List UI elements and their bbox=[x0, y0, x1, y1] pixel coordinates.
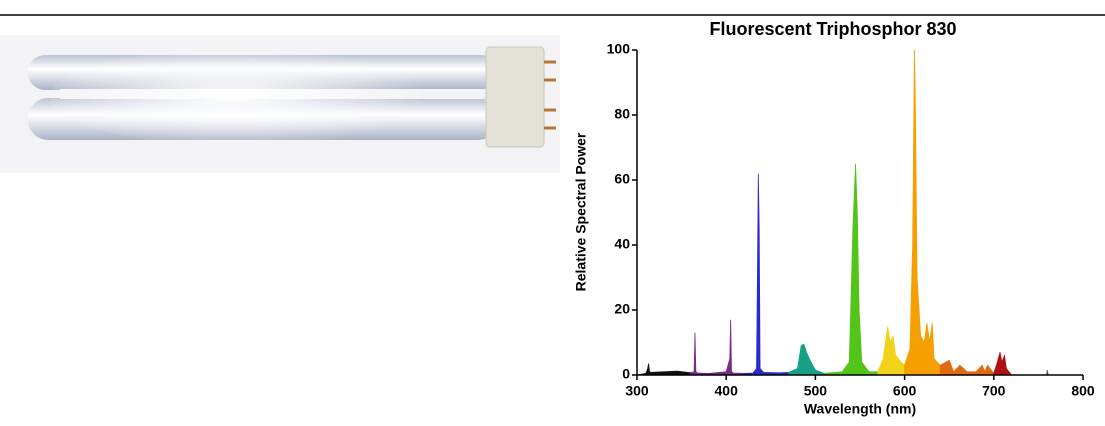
spectrum-area bbox=[939, 359, 995, 376]
x-tick-label: 600 bbox=[893, 383, 917, 399]
x-tick-label: 400 bbox=[715, 383, 739, 399]
spectrum-area bbox=[993, 352, 1013, 376]
spectrum-area bbox=[877, 326, 905, 376]
spectrum-area bbox=[904, 49, 941, 376]
lamp-image bbox=[0, 35, 560, 173]
x-tick-label: 800 bbox=[1071, 383, 1095, 399]
y-tick-label: 40 bbox=[614, 236, 630, 252]
spectrum-area bbox=[690, 319, 745, 376]
x-tick-label: 300 bbox=[625, 383, 649, 399]
x-tick-label: 700 bbox=[982, 383, 1006, 399]
y-tick-label: 20 bbox=[614, 301, 630, 317]
spectrum-area bbox=[636, 363, 691, 376]
y-tick-label: 100 bbox=[607, 41, 631, 57]
x-tick-label: 500 bbox=[804, 383, 828, 399]
y-tick-label: 0 bbox=[622, 366, 630, 382]
x-axis-label: Wavelength (nm) bbox=[804, 401, 916, 417]
spectrum-area bbox=[823, 163, 879, 376]
y-tick-label: 60 bbox=[614, 171, 630, 187]
spectrum-area bbox=[743, 173, 790, 376]
spectrum-area bbox=[788, 343, 825, 376]
y-axis-label: Relative Spectral Power bbox=[573, 132, 589, 291]
chart-title: Fluorescent Triphosphor 830 bbox=[709, 19, 956, 39]
y-tick-label: 80 bbox=[614, 106, 630, 122]
